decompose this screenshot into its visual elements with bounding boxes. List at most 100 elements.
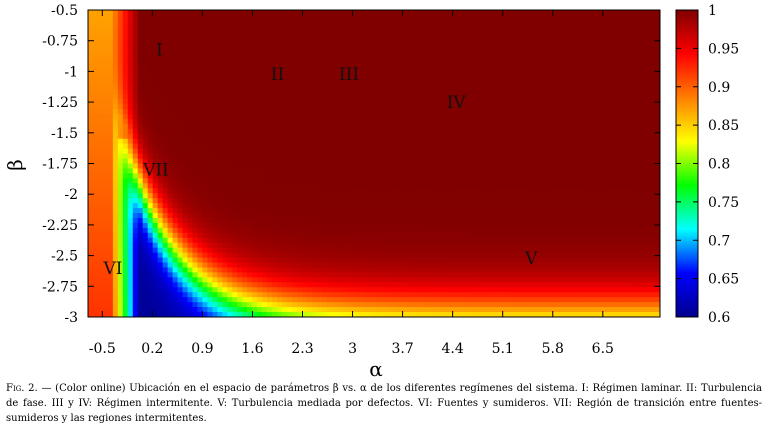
heatmap-cell bbox=[480, 113, 487, 120]
heatmap-cell bbox=[137, 59, 144, 66]
heatmap-cell bbox=[107, 138, 114, 145]
heatmap-cell bbox=[640, 123, 646, 130]
heatmap-cell bbox=[192, 109, 199, 115]
heatmap-cell bbox=[147, 133, 154, 140]
heatmap-cell bbox=[630, 163, 636, 170]
heatmap-cell bbox=[396, 153, 402, 160]
heatmap-cell bbox=[257, 208, 263, 214]
heatmap-cell bbox=[321, 74, 328, 80]
heatmap-cell bbox=[267, 178, 273, 184]
heatmap-cell bbox=[570, 29, 577, 36]
heatmap-cell bbox=[570, 183, 577, 189]
heatmap-cell bbox=[461, 217, 467, 224]
heatmap-cell bbox=[227, 138, 233, 145]
heatmap-cell bbox=[585, 138, 591, 145]
heatmap-cell bbox=[267, 148, 273, 155]
heatmap-cell bbox=[640, 84, 646, 90]
heatmap-cell bbox=[286, 153, 293, 160]
heatmap-cell bbox=[480, 89, 487, 95]
heatmap-cell bbox=[535, 79, 542, 85]
heatmap-cell bbox=[610, 173, 616, 179]
heatmap-cell bbox=[575, 24, 582, 31]
heatmap-cell bbox=[555, 118, 562, 125]
heatmap-cell bbox=[620, 69, 626, 75]
heatmap-cell bbox=[366, 109, 373, 115]
heatmap-cell bbox=[655, 49, 660, 56]
heatmap-cell bbox=[560, 79, 567, 85]
heatmap-cell bbox=[157, 39, 164, 46]
heatmap-cell bbox=[485, 168, 492, 174]
heatmap-cell bbox=[306, 19, 313, 26]
heatmap-cell bbox=[197, 19, 203, 26]
heatmap-cell bbox=[147, 188, 154, 194]
heatmap-cell bbox=[157, 208, 164, 214]
heatmap-cell bbox=[530, 168, 537, 174]
heatmap-cell bbox=[371, 94, 378, 100]
heatmap-cell bbox=[530, 208, 537, 214]
heatmap-cell bbox=[177, 59, 184, 66]
heatmap-cell bbox=[485, 104, 492, 110]
heatmap-cell bbox=[595, 203, 601, 209]
heatmap-cell bbox=[426, 138, 432, 145]
heatmap-cell bbox=[466, 54, 472, 61]
heatmap-cell bbox=[436, 217, 442, 224]
heatmap-cell bbox=[600, 113, 606, 120]
heatmap-cell bbox=[197, 113, 203, 120]
heatmap-cell bbox=[620, 163, 626, 170]
heatmap-cell bbox=[525, 39, 532, 46]
heatmap-cell bbox=[212, 213, 218, 219]
heatmap-cell bbox=[470, 163, 477, 170]
heatmap-cell bbox=[182, 44, 189, 51]
heatmap-cell bbox=[550, 29, 557, 36]
heatmap-cell bbox=[490, 24, 497, 31]
heatmap-cell bbox=[341, 178, 348, 184]
heatmap-cell bbox=[356, 123, 363, 130]
heatmap-cell bbox=[272, 59, 278, 66]
heatmap-cell bbox=[286, 198, 293, 204]
heatmap-cell bbox=[356, 69, 363, 75]
heatmap-cell bbox=[615, 24, 621, 31]
heatmap-cell bbox=[510, 118, 517, 125]
heatmap-cell bbox=[182, 183, 189, 189]
heatmap-cell bbox=[92, 84, 99, 90]
heatmap-cell bbox=[431, 69, 437, 75]
heatmap-cell bbox=[237, 123, 243, 130]
heatmap-cell bbox=[416, 217, 422, 224]
heatmap-cell bbox=[635, 99, 641, 105]
heatmap-cell bbox=[441, 74, 447, 80]
heatmap-cell bbox=[376, 143, 383, 150]
heatmap-cell bbox=[232, 193, 238, 199]
heatmap-cell bbox=[640, 138, 646, 145]
heatmap-cell bbox=[237, 183, 243, 189]
heatmap-cell bbox=[555, 39, 562, 46]
heatmap-cell bbox=[117, 222, 124, 229]
heatmap-cell bbox=[277, 99, 283, 105]
heatmap-cell bbox=[535, 168, 542, 174]
heatmap-cell bbox=[366, 44, 373, 51]
heatmap-cell bbox=[172, 104, 179, 110]
heatmap-cell bbox=[152, 183, 159, 189]
heatmap-cell bbox=[247, 109, 253, 115]
heatmap-cell bbox=[530, 109, 537, 115]
heatmap-cell bbox=[391, 138, 397, 145]
heatmap-cell bbox=[97, 44, 104, 51]
heatmap-cell bbox=[122, 104, 129, 110]
heatmap-cell bbox=[466, 49, 472, 56]
heatmap-cell bbox=[650, 24, 656, 31]
heatmap-cell bbox=[232, 39, 238, 46]
heatmap-cell bbox=[197, 109, 203, 115]
heatmap-cell bbox=[630, 99, 636, 105]
heatmap-cell bbox=[595, 59, 601, 66]
heatmap-cell bbox=[585, 213, 591, 219]
heatmap-cell bbox=[645, 198, 651, 204]
heatmap-cell bbox=[88, 89, 94, 95]
heatmap-cell bbox=[252, 183, 258, 189]
heatmap-cell bbox=[207, 44, 213, 51]
heatmap-cell bbox=[446, 59, 452, 66]
heatmap-cell bbox=[316, 128, 323, 135]
heatmap-cell bbox=[590, 143, 596, 150]
heatmap-cell bbox=[575, 34, 582, 41]
heatmap-cell bbox=[147, 79, 154, 85]
heatmap-cell bbox=[291, 99, 298, 105]
heatmap-cell bbox=[615, 213, 621, 219]
